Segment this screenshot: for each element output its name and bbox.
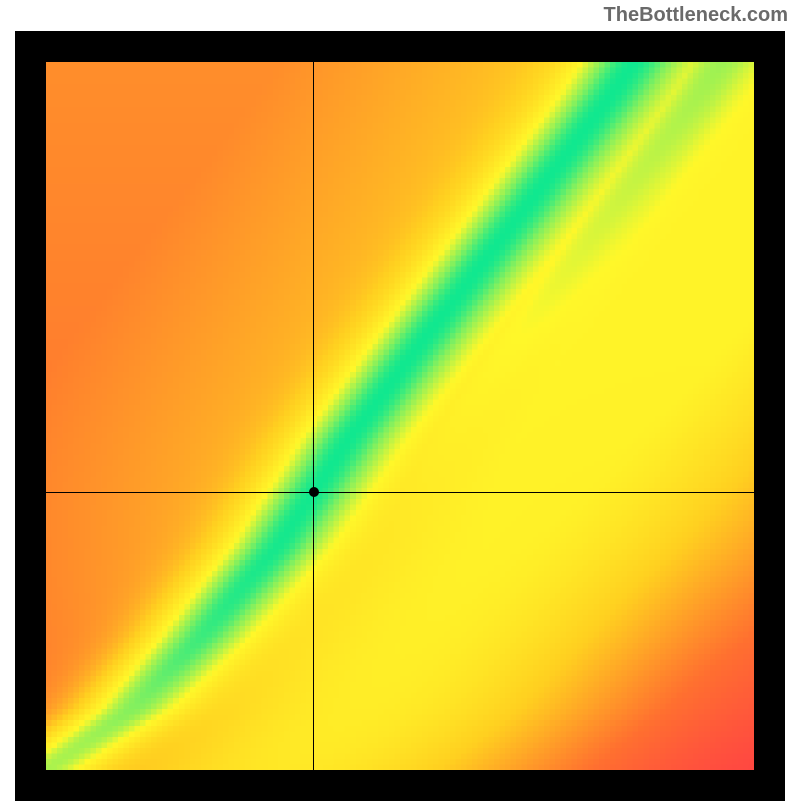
marker-dot	[309, 487, 319, 497]
attribution-text: TheBottleneck.com	[604, 4, 788, 27]
crosshair-vertical	[313, 62, 314, 770]
plot-area	[46, 62, 754, 770]
chart-container: TheBottleneck.com	[0, 0, 800, 800]
heatmap-canvas	[46, 62, 754, 770]
crosshair-horizontal	[46, 492, 754, 493]
